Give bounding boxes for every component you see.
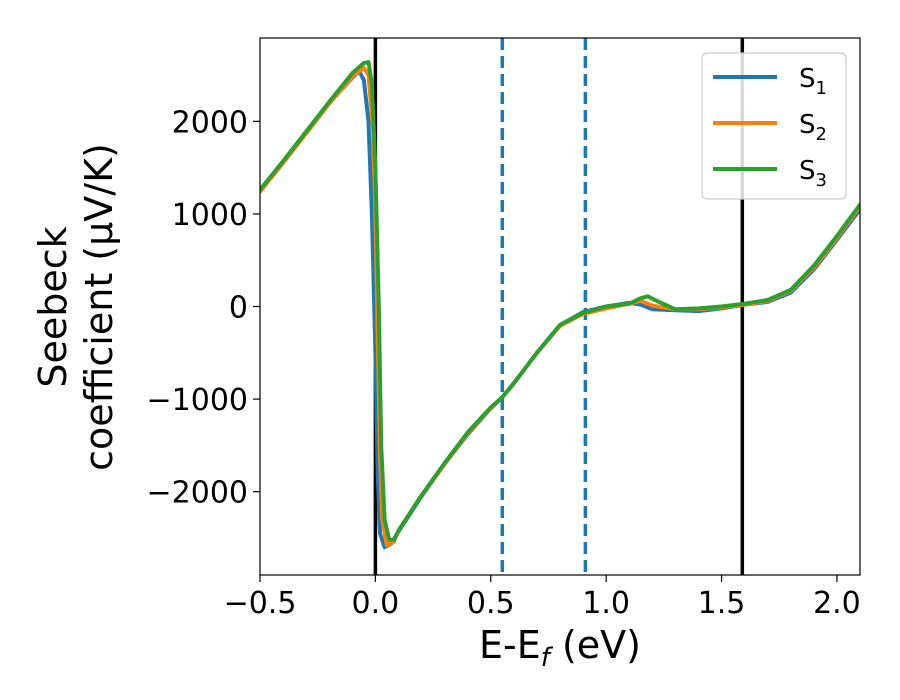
x-tick-label: 0.0	[352, 586, 400, 621]
legend-item-s2: S2	[713, 110, 827, 145]
y-axis-ticks: −2000 −1000 0 1000 2000	[147, 105, 260, 511]
y-tick-label: 2000	[172, 105, 248, 140]
y-axis-label: Seebeck coefficient (μV/K)	[31, 143, 121, 471]
x-tick-label: 2.0	[813, 586, 861, 621]
reference-lines	[373, 38, 745, 575]
legend-item-s3: S3	[713, 156, 827, 191]
x-tick-label: 0.5	[467, 586, 515, 621]
series-line-s3	[260, 60, 860, 542]
legend-item-s1: S1	[713, 64, 827, 99]
y-tick-label: −1000	[147, 383, 248, 418]
legend-label: S3	[799, 156, 827, 191]
legend-label: S1	[799, 64, 827, 99]
x-axis-label: E-Ef (eV)	[479, 623, 641, 673]
legend-label: S2	[799, 110, 827, 145]
legend-frame	[701, 52, 847, 200]
x-tick-label: 1.5	[698, 586, 746, 621]
y-axis-label-line2: coefficient (μV/K)	[77, 143, 121, 471]
x-tick-label: −0.5	[224, 586, 297, 621]
y-tick-label: −2000	[147, 476, 248, 511]
x-tick-label: 1.0	[582, 586, 630, 621]
y-axis-label-line1: Seebeck	[31, 226, 75, 387]
y-tick-label: 0	[229, 291, 248, 326]
series-lines	[260, 60, 860, 550]
x-axis-ticks: −0.5 0.0 0.5 1.0 1.5 2.0	[224, 575, 861, 621]
y-tick-label: 1000	[172, 198, 248, 233]
legend: S1 S2 S3	[701, 52, 847, 200]
